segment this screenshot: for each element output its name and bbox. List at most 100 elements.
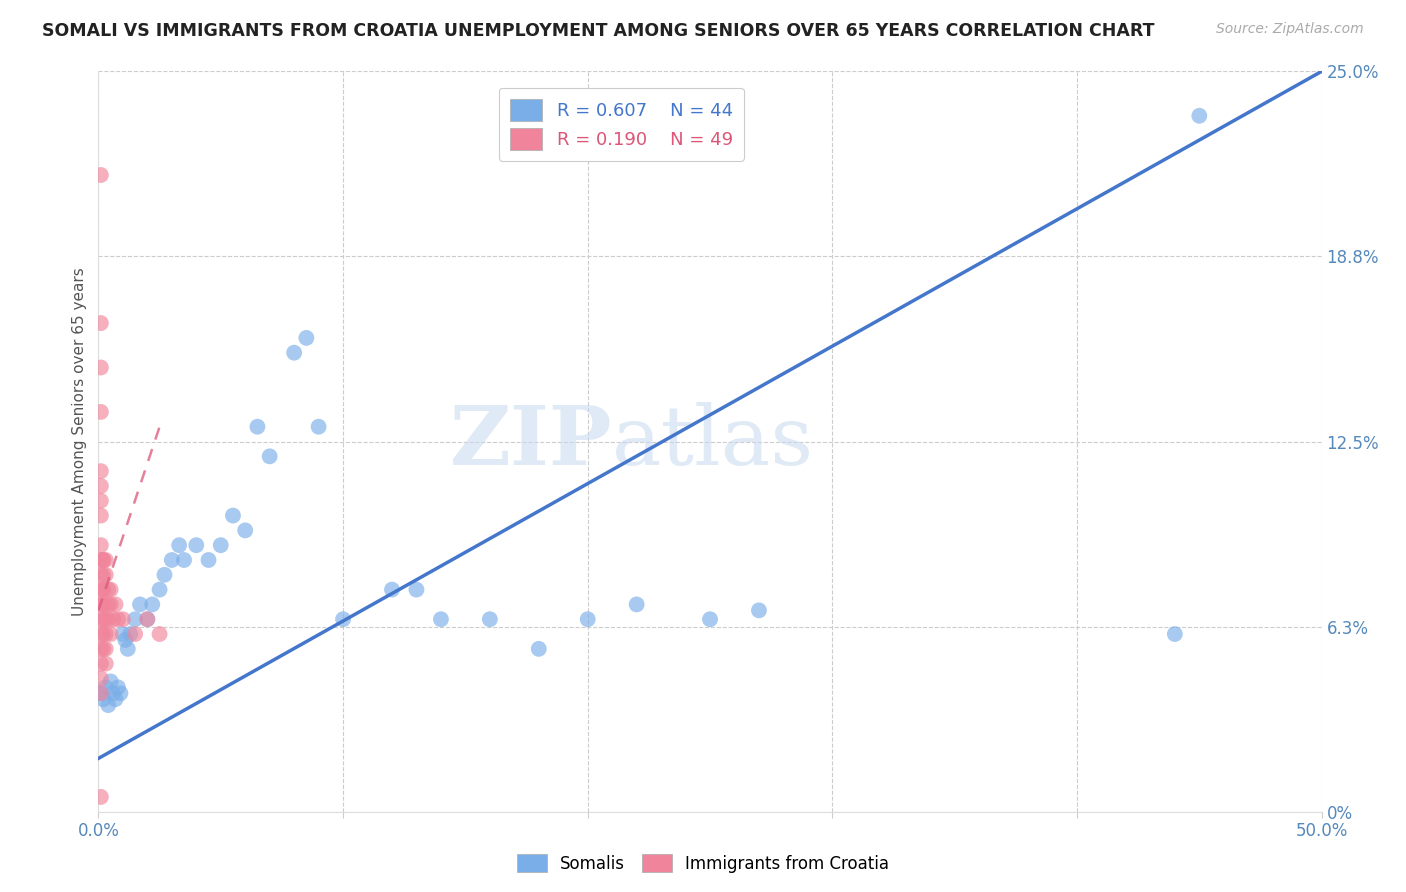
Point [149,582,172,597]
Point [90,612,112,626]
Point [430,612,453,626]
Point [90,360,112,375]
Point [527,641,550,656]
Text: Source: ZipAtlas.com: Source: ZipAtlas.com [1216,22,1364,37]
Point [626,598,648,612]
Point [136,612,159,626]
Point [197,553,219,567]
Point [90,789,112,804]
Point [90,627,112,641]
Point [97,598,120,612]
Point [141,598,163,612]
Point [90,479,112,493]
Point [332,612,354,626]
Point [94,553,117,567]
Point [90,567,112,582]
Point [186,538,208,552]
Point [381,582,404,597]
Point [90,316,112,330]
Point [136,612,159,626]
Point [209,538,232,552]
Point [90,508,112,523]
Point [117,641,139,656]
Point [94,567,117,582]
Point [167,538,190,552]
Point [233,524,256,538]
Point [405,582,427,597]
Point [97,582,120,597]
Point [91,598,114,612]
Point [91,641,114,656]
Point [91,553,114,567]
Point [748,603,770,617]
Point [259,450,281,464]
Legend: R = 0.607    N = 44, R = 0.190    N = 49: R = 0.607 N = 44, R = 0.190 N = 49 [499,87,744,161]
Point [100,582,122,597]
Point [97,612,120,626]
Point [94,657,117,671]
Point [104,692,127,706]
Point [90,686,112,700]
Point [124,612,146,626]
Point [91,598,114,612]
Point [90,538,112,552]
Point [101,686,124,700]
Point [100,674,122,689]
Point [100,598,122,612]
Point [129,598,152,612]
Point [1164,627,1187,641]
Point [97,698,120,712]
Point [90,598,112,612]
Point [94,612,117,626]
Point [295,331,318,345]
Point [478,612,501,626]
Point [90,553,112,567]
Point [283,345,305,359]
Point [101,612,124,626]
Point [90,168,112,182]
Point [111,627,134,641]
Point [94,641,117,656]
Point [246,419,269,434]
Point [104,598,127,612]
Y-axis label: Unemployment Among Seniors over 65 years: Unemployment Among Seniors over 65 years [72,268,87,615]
Point [90,464,112,478]
Point [699,612,721,626]
Text: SOMALI VS IMMIGRANTS FROM CROATIA UNEMPLOYMENT AMONG SENIORS OVER 65 YEARS CORRE: SOMALI VS IMMIGRANTS FROM CROATIA UNEMPL… [42,22,1154,40]
Point [90,641,112,656]
Point [107,612,129,626]
Point [90,686,112,700]
Point [308,419,330,434]
Point [90,582,112,597]
Point [120,627,142,641]
Point [91,692,114,706]
Point [91,582,114,597]
Point [90,405,112,419]
Point [149,627,172,641]
Legend: Somalis, Immigrants from Croatia: Somalis, Immigrants from Croatia [510,847,896,880]
Point [91,553,114,567]
Point [94,627,117,641]
Point [90,493,112,508]
Point [90,657,112,671]
Point [1188,109,1211,123]
Point [173,553,195,567]
Point [114,632,136,647]
Point [107,681,129,695]
Text: atlas: atlas [612,401,814,482]
Point [153,567,176,582]
Point [91,582,114,597]
Point [110,686,132,700]
Point [222,508,245,523]
Point [91,627,114,641]
Point [94,681,117,695]
Text: ZIP: ZIP [450,401,612,482]
Point [124,627,146,641]
Point [90,672,112,686]
Point [91,567,114,582]
Point [111,612,134,626]
Point [160,553,183,567]
Point [100,627,122,641]
Point [576,612,599,626]
Point [91,612,114,626]
